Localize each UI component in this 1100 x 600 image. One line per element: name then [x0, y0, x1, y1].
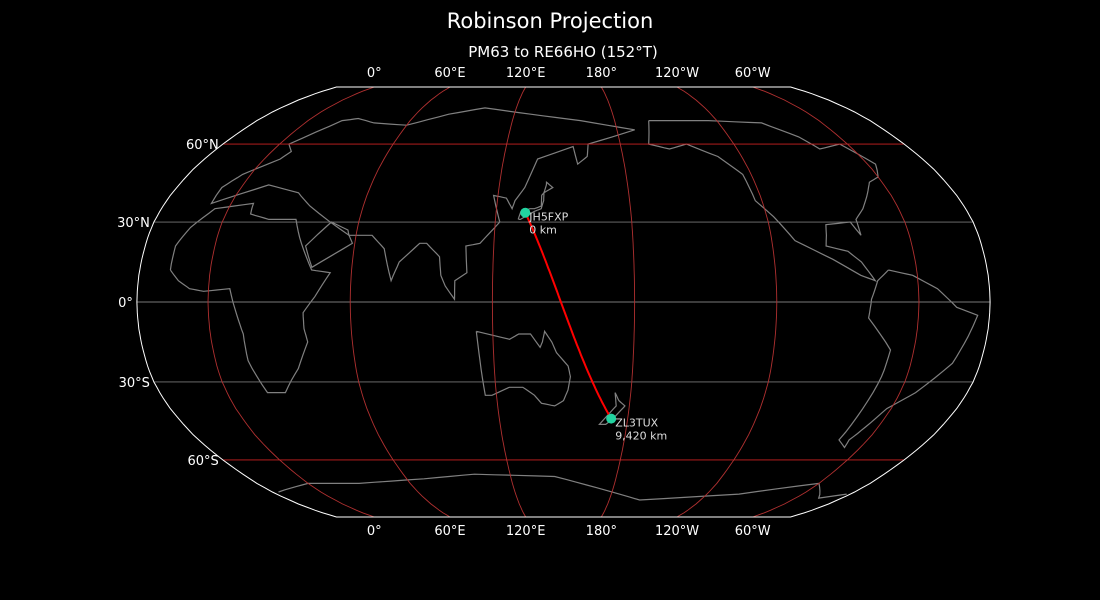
map-subtitle: PM63 to RE66HO (152°T) [468, 43, 658, 61]
station-distance: 9,420 km [615, 430, 667, 443]
latitude-label: 30°S [119, 376, 150, 391]
longitude-label-top: 60°E [434, 66, 465, 81]
latitude-label: 30°N [117, 216, 150, 231]
coastline [817, 483, 847, 499]
great-circle-path [524, 212, 613, 420]
coastline [169, 202, 332, 394]
longitude-label-top: 180° [586, 66, 617, 81]
station-marker[interactable] [520, 207, 531, 218]
station-callsign: JH5FXP [528, 211, 568, 224]
meridian-line [207, 86, 375, 518]
longitude-label-bottom: 0° [367, 524, 382, 539]
coastline [278, 473, 820, 501]
longitude-label-bottom: 60°W [735, 524, 771, 539]
longitude-label-bottom: 120°E [506, 524, 546, 539]
map-boundary [136, 86, 991, 518]
meridian-line [752, 86, 920, 518]
coastline [210, 107, 635, 302]
meridian-line [349, 86, 451, 518]
station-marker[interactable] [606, 413, 617, 424]
longitude-label-top: 120°E [506, 66, 546, 81]
longitude-label-top: 60°W [735, 66, 771, 81]
latitude-label: 0° [118, 296, 133, 311]
latitude-label: 60°N [186, 138, 219, 153]
longitude-label-top: 0° [367, 66, 382, 81]
meridian-line [491, 86, 527, 518]
coastline [517, 180, 554, 220]
coastline [475, 329, 572, 407]
latitude-label: 60°S [187, 454, 218, 469]
coastline [648, 120, 879, 282]
meridian-line [676, 86, 778, 518]
longitude-label-bottom: 180° [586, 524, 617, 539]
station-callsign: ZL3TUX [615, 417, 658, 430]
station-distance: 0 km [529, 224, 557, 237]
longitude-label-bottom: 60°E [434, 524, 465, 539]
coastline [838, 269, 979, 449]
map-title: Robinson Projection [446, 9, 654, 33]
meridian-line [600, 86, 636, 518]
longitude-label-bottom: 120°W [655, 524, 699, 539]
longitude-label-top: 120°W [655, 66, 699, 81]
